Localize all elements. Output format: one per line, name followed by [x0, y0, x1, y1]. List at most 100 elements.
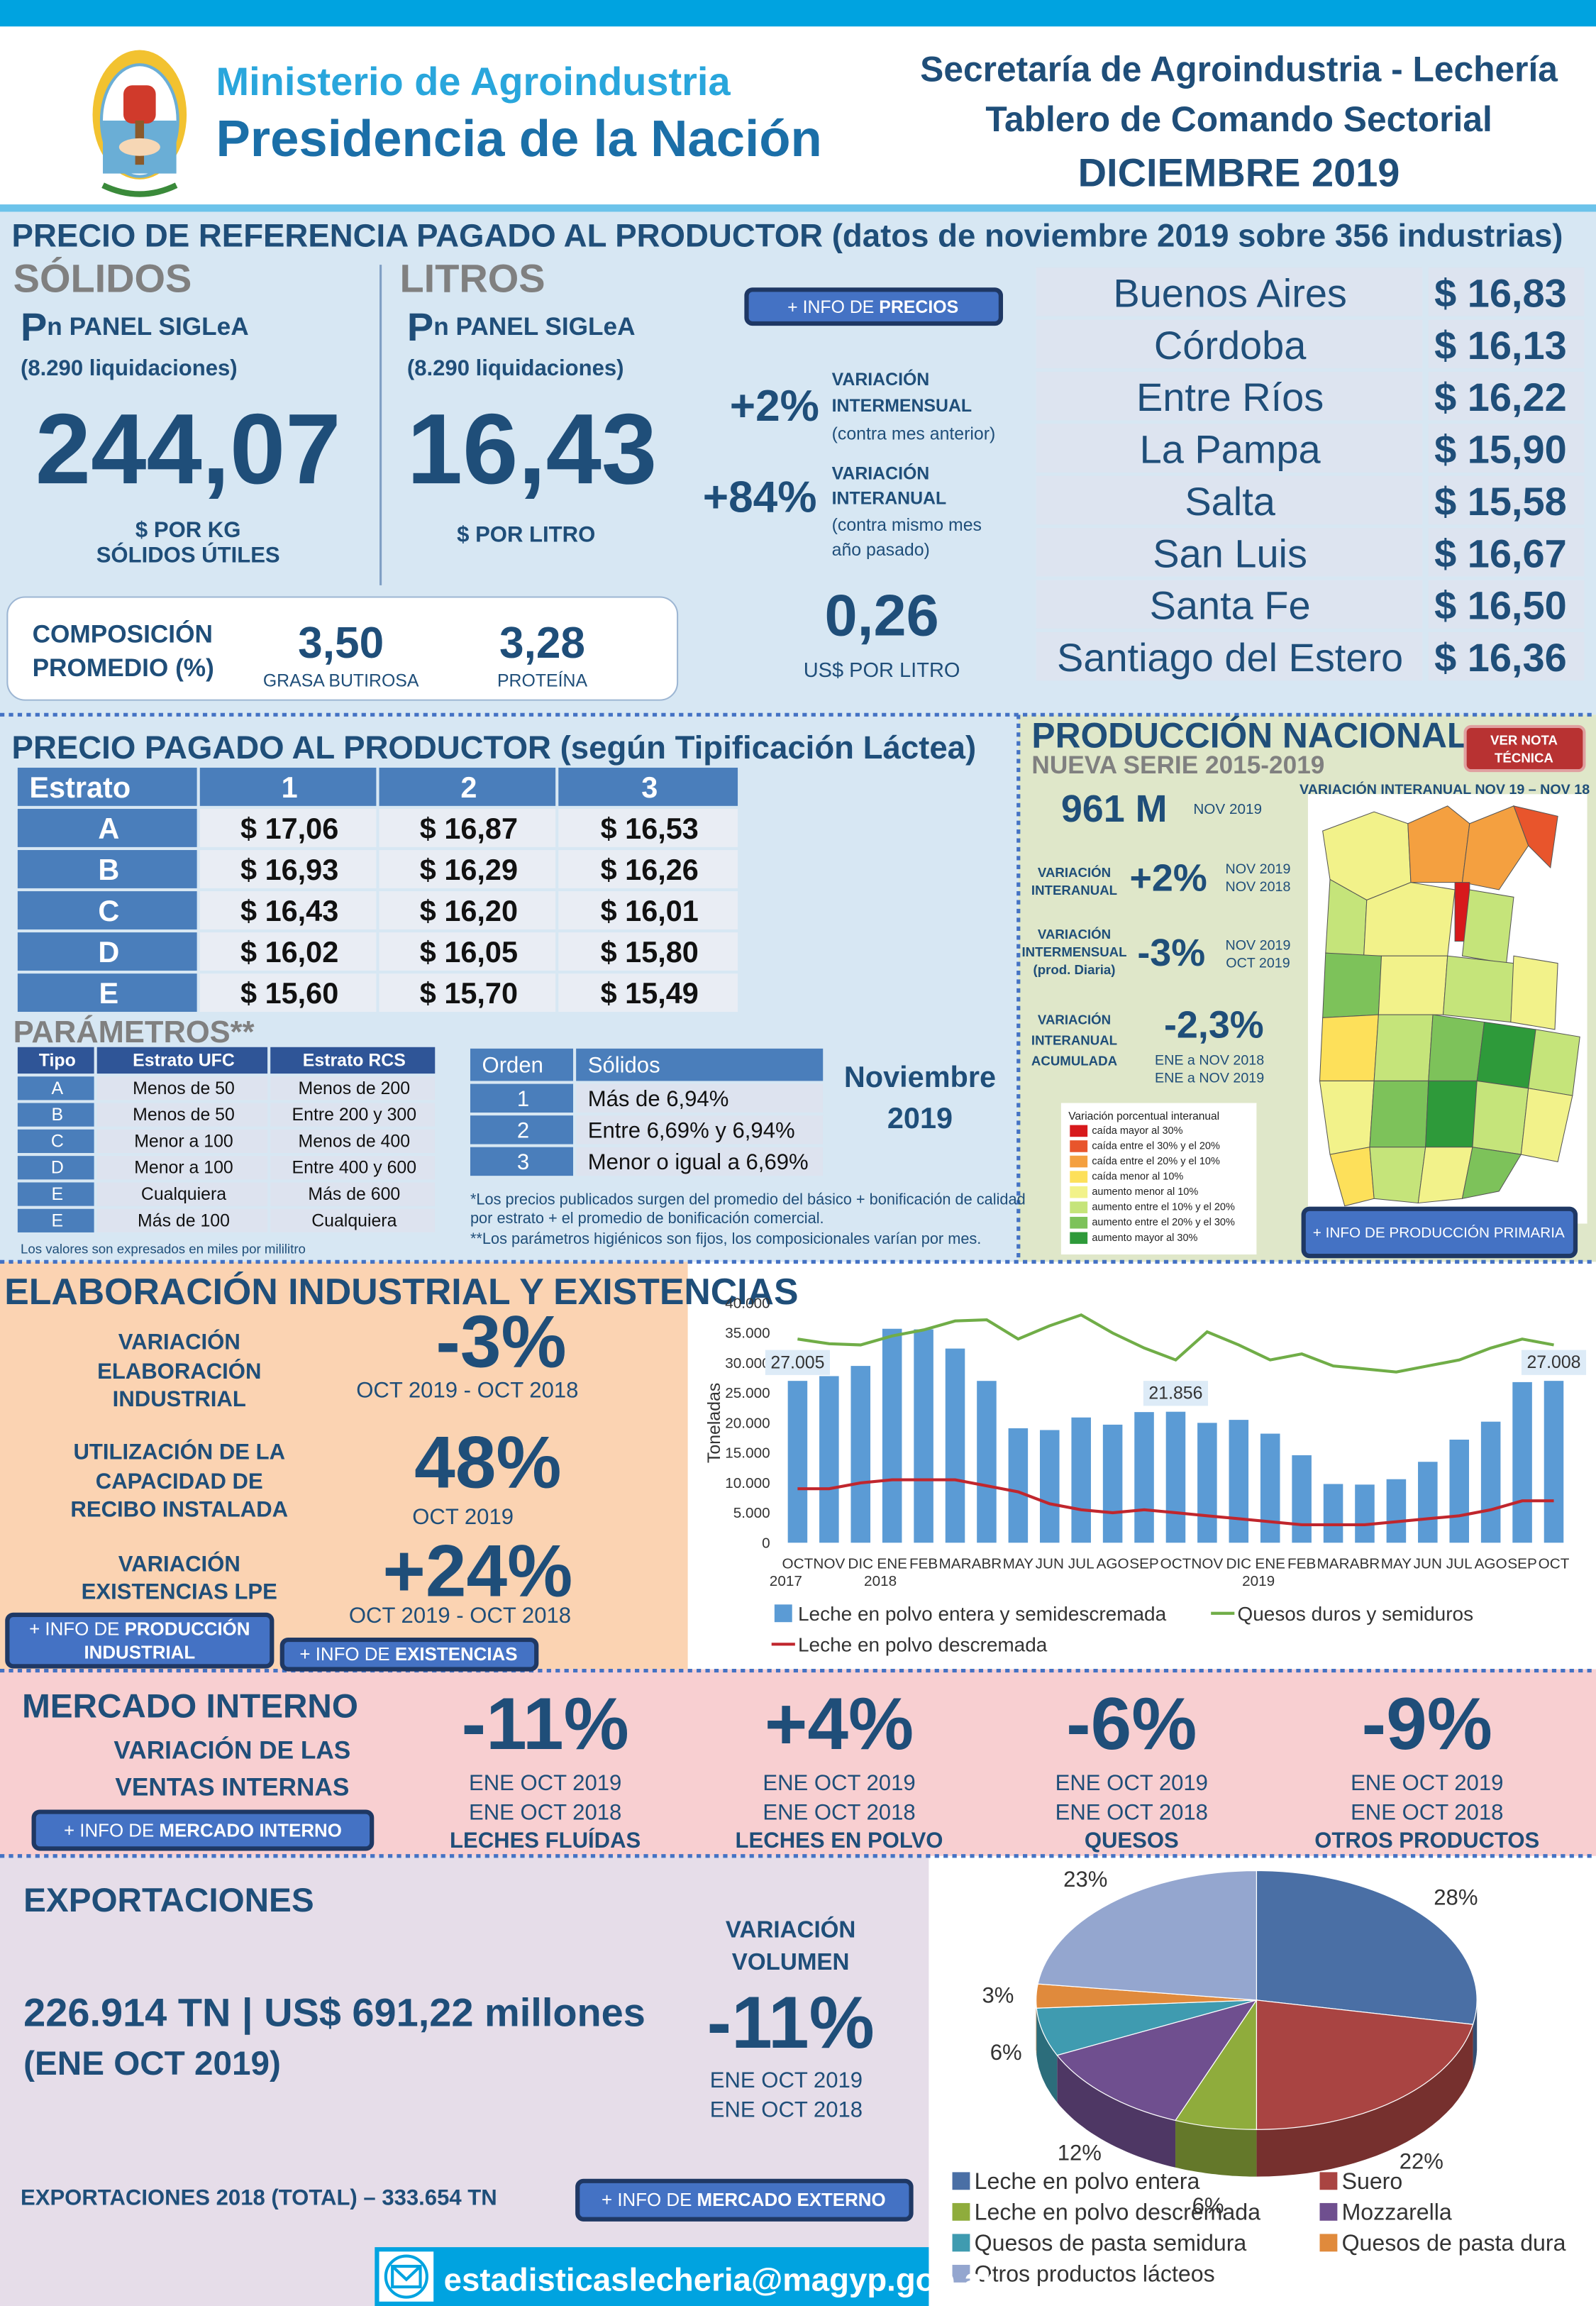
cell-text: Menos de 400	[299, 1131, 411, 1151]
cell-text: 2	[517, 1118, 529, 1142]
pie-label: 6%	[990, 2040, 1022, 2065]
bar	[1449, 1439, 1470, 1543]
item-label: ELABORACIÓN	[97, 1357, 261, 1383]
bar	[1292, 1455, 1312, 1543]
variation-period: ENE OCT 2019	[710, 2067, 863, 2092]
cell-text: E	[52, 1210, 64, 1230]
button-text: + INFO DE	[602, 2190, 697, 2210]
button-text: INDUSTRIAL	[84, 1643, 195, 1663]
legend-swatch	[952, 2234, 970, 2252]
table-cell	[270, 1182, 436, 1206]
x-tick-label: FEB	[1287, 1555, 1316, 1572]
province-price: $ 16,13	[1434, 322, 1567, 367]
cell-text: 3	[517, 1149, 529, 1174]
cell-text: $ 16,87	[420, 811, 518, 844]
info-button[interactable]	[744, 287, 1004, 326]
legend-label: Quesos de pasta dura	[1342, 2230, 1566, 2256]
sales-period: ENE OCT 2019	[469, 1770, 621, 1795]
exports-total: EXPORTACIONES 2018 (TOTAL) – 333.654 TN	[21, 2185, 497, 2210]
note: *Los precios publicados surgen del prome…	[470, 1190, 1026, 1208]
province-name: Buenos Aires	[1113, 270, 1347, 315]
legend-swatch	[1070, 1125, 1088, 1137]
bar	[1544, 1381, 1564, 1543]
legend-label: Otros productos lácteos	[975, 2261, 1215, 2286]
variation-label: INTERMENSUAL	[1021, 944, 1126, 959]
cell-text: Más de 6,94%	[588, 1086, 729, 1110]
header-cell	[270, 1047, 436, 1074]
x-tick-label: SEP	[1129, 1555, 1158, 1572]
section-subtitle: VENTAS INTERNAS	[115, 1773, 349, 1801]
table-cell	[96, 1129, 268, 1153]
section-title: PRODUCCIÓN NACIONAL	[1031, 715, 1468, 755]
panel-label: Pn PANEL SIGLeA	[21, 304, 249, 349]
cell-text: $ 16,26	[601, 852, 699, 886]
x-tick-label: MAY	[1003, 1555, 1034, 1572]
parameters-title: PARÁMETROS**	[13, 1014, 255, 1049]
legend-swatch	[952, 2202, 970, 2221]
bar	[1229, 1420, 1249, 1543]
emblem	[92, 50, 187, 197]
header-cell-text: Orden	[482, 1052, 543, 1077]
province-cell	[1036, 319, 1423, 369]
info-button[interactable]	[1301, 1206, 1578, 1259]
x-tick-label: AGO	[1097, 1555, 1129, 1572]
button-text: + INFO DE	[64, 1821, 159, 1841]
ministry: Ministerio de Agroindustria	[216, 58, 731, 103]
y-tick-label: 20.000	[725, 1415, 770, 1431]
info-button[interactable]	[5, 1612, 275, 1669]
note: **Los parámetros higiénicos son fijos, l…	[470, 1230, 981, 1247]
variation-label: ACUMULADA	[1031, 1053, 1117, 1068]
item-label: INDUSTRIAL	[113, 1386, 246, 1411]
table-cell	[96, 1076, 268, 1100]
info-button[interactable]	[31, 1809, 375, 1851]
line-series	[797, 1478, 1554, 1527]
variation-value: -3%	[1137, 932, 1205, 974]
item-label: ELABORACIÓN	[97, 1357, 261, 1383]
province-price: $ 15,90	[1434, 426, 1567, 471]
production-period: NOV 2019	[1193, 800, 1262, 817]
province-name: Santa Fe	[1150, 583, 1311, 627]
section-title: PRECIO PAGADO AL PRODUCTOR (según Tipifi…	[12, 729, 977, 765]
info-button[interactable]	[575, 2178, 914, 2222]
y-tick-label: 5.000	[733, 1505, 770, 1521]
info-button[interactable]	[279, 1637, 539, 1672]
note-button[interactable]	[1463, 724, 1586, 773]
province-name: San Luis	[1153, 531, 1307, 575]
exports-summary: 226.914 TN | US$ 691,22 millones	[23, 1990, 645, 2035]
table-cell	[558, 891, 738, 929]
y-tick-label: 35.000	[725, 1325, 770, 1341]
button-text: VER NOTA	[1490, 732, 1558, 747]
table-cell	[96, 1182, 268, 1206]
pie-slice	[1256, 1999, 1474, 2130]
cell-text: 3	[517, 1149, 529, 1174]
price-value: 244,07	[35, 392, 341, 504]
cell-text: A	[98, 811, 119, 844]
section-title: PRECIO PAGADO AL PRODUCTOR (según Tipifi…	[12, 729, 977, 765]
item-period: OCT 2019 - OCT 2018	[356, 1377, 578, 1402]
x-tick-label: SEP	[1507, 1555, 1536, 1572]
province-price: $ 16,67	[1434, 531, 1567, 575]
bar	[945, 1348, 965, 1543]
table-cell	[270, 1129, 436, 1153]
ministry: Ministerio de Agroindustria	[216, 58, 731, 103]
pie-label: 3%	[982, 1982, 1014, 2007]
panel-label: P	[21, 304, 47, 349]
bar	[1165, 1411, 1186, 1543]
header-title: Secretaría de Agroindustria - Lechería	[920, 49, 1558, 89]
variation-value: +2%	[730, 382, 819, 431]
cell-text: Más de 100	[138, 1210, 230, 1230]
composition-value: 3,28	[499, 618, 585, 667]
item-value: 48%	[414, 1420, 561, 1503]
price-unit: $ POR KG	[135, 517, 240, 542]
province-price: $ 16,50	[1434, 583, 1567, 627]
variation-period: NOV 2019	[1226, 861, 1291, 877]
exports-period: (ENE OCT 2019)	[23, 2044, 281, 2082]
y-tick-label: 25.000	[725, 1385, 770, 1401]
cell-text: Menos de 50	[133, 1078, 235, 1098]
variation-note: (contra mismo mes	[832, 515, 982, 535]
header-cell	[96, 1047, 268, 1074]
header-cell-text: 2	[460, 770, 477, 803]
item-label: EXISTENCIAS LPE	[82, 1579, 277, 1604]
sales-period: ENE OCT 2018	[469, 1799, 621, 1824]
table-cell	[558, 808, 738, 847]
